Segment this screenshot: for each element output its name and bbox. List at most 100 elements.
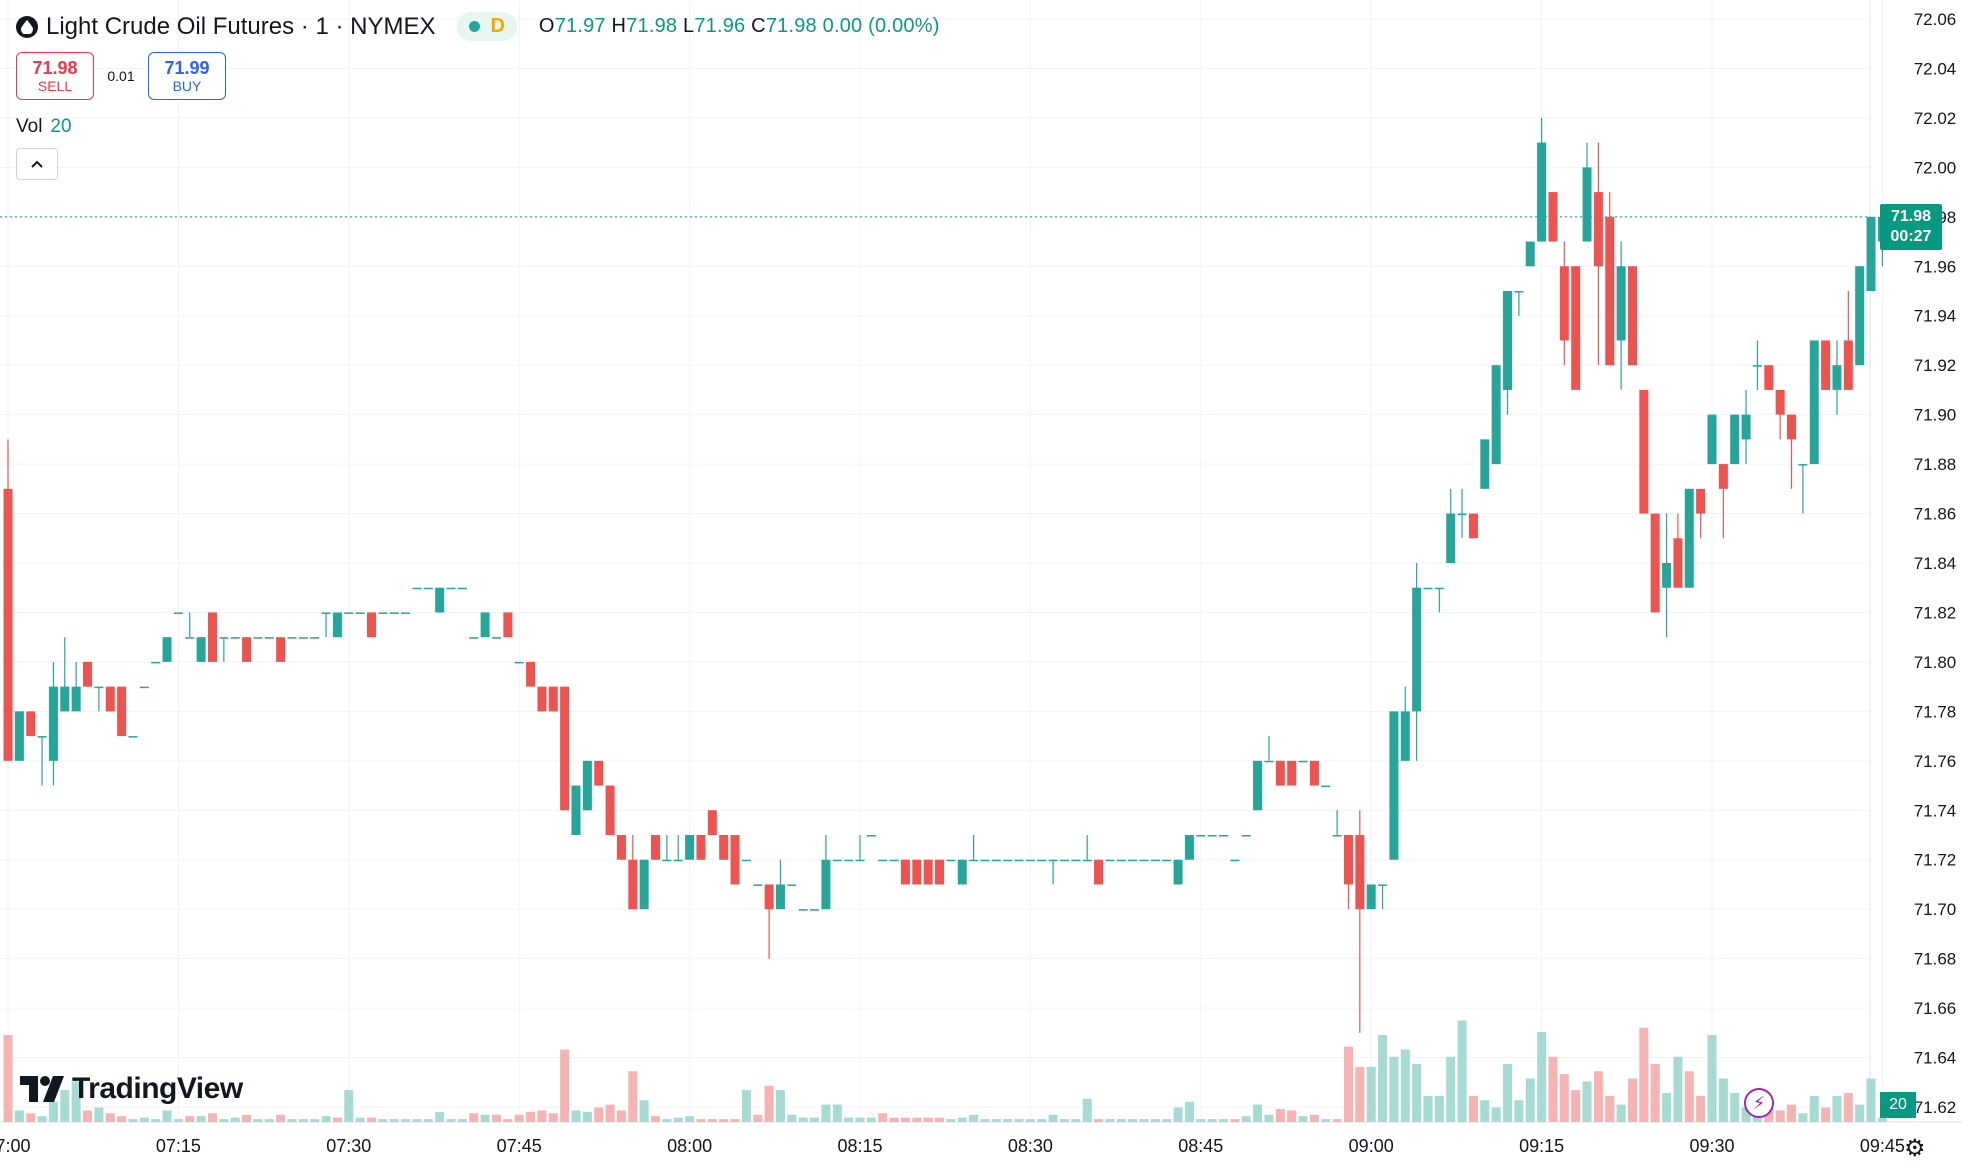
volume-bar bbox=[71, 1081, 81, 1122]
volume-bar bbox=[1639, 1027, 1649, 1122]
price-axis[interactable]: 72.0672.0472.0272.0071.9871.9671.9471.92… bbox=[1914, 10, 1957, 1117]
candle-body bbox=[1105, 859, 1115, 862]
time-axis[interactable]: 07:00 07:15 07:30 07:45 08:00 08:15 08:30 08:45… bbox=[0, 1136, 1905, 1156]
candle bbox=[71, 661, 81, 712]
candle-body bbox=[957, 859, 967, 885]
volume-bar bbox=[83, 1110, 93, 1122]
candle bbox=[1230, 859, 1240, 862]
volume-legend[interactable]: Vol 20 bbox=[16, 116, 72, 138]
candle-body bbox=[1219, 835, 1229, 837]
price-tick-label: 72.04 bbox=[1914, 59, 1957, 78]
candle-body bbox=[1048, 859, 1058, 862]
price-tick-label: 72.02 bbox=[1914, 109, 1957, 128]
bar-countdown: 00:27 bbox=[1890, 228, 1932, 245]
sell-price: 71.98 bbox=[32, 58, 78, 78]
candle bbox=[1241, 835, 1251, 837]
candle bbox=[1116, 859, 1126, 862]
volume-bar bbox=[821, 1104, 831, 1122]
candle-body bbox=[1673, 538, 1683, 588]
candle-body bbox=[26, 711, 36, 737]
candle-body bbox=[1150, 859, 1160, 862]
candle bbox=[651, 835, 661, 860]
volume-bar bbox=[1514, 1100, 1524, 1122]
candle bbox=[685, 835, 695, 860]
lightning-bolt-icon[interactable]: ⚡ bbox=[1744, 1088, 1774, 1118]
candle bbox=[264, 637, 274, 639]
collapse-legend-button[interactable] bbox=[16, 148, 58, 180]
candle bbox=[310, 637, 320, 639]
candle bbox=[480, 612, 490, 638]
candle-body bbox=[707, 810, 717, 835]
candle-body bbox=[1275, 760, 1285, 786]
candle-body bbox=[1480, 439, 1490, 489]
volume-bar bbox=[844, 1117, 854, 1122]
candle-body bbox=[1707, 414, 1717, 465]
candle-body bbox=[1548, 192, 1558, 242]
candle bbox=[446, 587, 456, 590]
candle-body bbox=[3, 488, 13, 761]
candle-body bbox=[923, 859, 933, 885]
volume-bar bbox=[1037, 1119, 1047, 1122]
candle-body bbox=[1809, 340, 1819, 465]
market-status-badge[interactable]: D bbox=[457, 12, 517, 41]
candle bbox=[128, 736, 138, 738]
candle-body bbox=[1582, 167, 1592, 242]
candle-body bbox=[1003, 859, 1013, 862]
settings-gear-icon[interactable]: ⚙ bbox=[1904, 1135, 1926, 1162]
volume-bar bbox=[855, 1117, 865, 1122]
open-label: O bbox=[538, 15, 555, 37]
candle bbox=[753, 884, 763, 886]
candle bbox=[1446, 488, 1456, 563]
candle-body bbox=[582, 760, 592, 811]
candle-body bbox=[1627, 266, 1637, 366]
tradingview-logo[interactable]: TradingView bbox=[20, 1072, 243, 1106]
candle bbox=[1025, 859, 1035, 862]
price-tick-label: 71.82 bbox=[1914, 603, 1957, 622]
volume-bar bbox=[105, 1113, 115, 1122]
candle bbox=[560, 686, 570, 811]
buy-button[interactable]: 71.99 BUY bbox=[148, 52, 226, 100]
volume-bar bbox=[1866, 1078, 1876, 1122]
candle bbox=[1321, 785, 1331, 788]
symbol-title[interactable]: Light Crude Oil Futures · 1 · NYMEX bbox=[46, 12, 436, 40]
volume-bar bbox=[1605, 1095, 1615, 1122]
volume-bar bbox=[639, 1100, 649, 1122]
candle bbox=[855, 835, 865, 862]
candle bbox=[1491, 365, 1501, 465]
sell-button[interactable]: 71.98 SELL bbox=[16, 52, 94, 100]
volume-bar bbox=[151, 1119, 161, 1122]
volume-bar bbox=[14, 1110, 24, 1122]
volume-bar bbox=[401, 1119, 411, 1122]
volume-bar bbox=[1877, 1117, 1887, 1122]
volume-bar bbox=[60, 1090, 70, 1122]
time-tick-label: 07:30 bbox=[326, 1136, 371, 1156]
candle bbox=[60, 637, 70, 712]
candle bbox=[1764, 365, 1774, 390]
candle bbox=[37, 736, 47, 786]
volume-bar bbox=[1809, 1095, 1819, 1122]
candle bbox=[1184, 835, 1194, 860]
time-tick-label: 08:00 bbox=[667, 1136, 712, 1156]
volume-bar bbox=[1082, 1098, 1092, 1122]
candle bbox=[1219, 835, 1229, 837]
volume-bar bbox=[219, 1119, 229, 1122]
volume-bar bbox=[787, 1114, 797, 1122]
candle bbox=[401, 612, 411, 614]
candle-body bbox=[37, 736, 47, 738]
volume-bar bbox=[1059, 1119, 1069, 1122]
candle-body bbox=[594, 760, 604, 786]
volume-bar bbox=[923, 1117, 933, 1122]
change-value: 0.00 (0.00%) bbox=[822, 15, 940, 37]
candle bbox=[1752, 340, 1762, 390]
candle bbox=[378, 612, 388, 614]
last-price-value: 71.98 bbox=[1890, 208, 1932, 225]
volume-bar bbox=[37, 1116, 47, 1122]
candle bbox=[1207, 835, 1217, 837]
candle bbox=[730, 835, 740, 885]
buy-price: 71.99 bbox=[164, 58, 210, 78]
symbol-legend[interactable]: Light Crude Oil Futures · 1 · NYMEX D O7… bbox=[16, 12, 940, 41]
candle-body bbox=[1684, 488, 1694, 588]
volume-bar bbox=[514, 1114, 524, 1122]
candle-body bbox=[719, 835, 729, 860]
